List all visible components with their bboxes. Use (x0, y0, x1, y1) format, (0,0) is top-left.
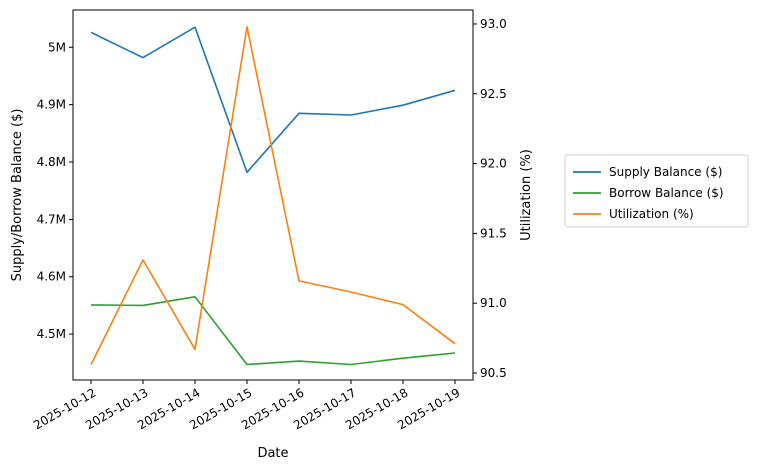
y-tick-label: 5M (48, 40, 66, 54)
y2-tick-label: 92.5 (480, 87, 507, 101)
y-tick-label: 4.7M (37, 212, 66, 226)
y2-tick-label: 90.5 (480, 366, 507, 380)
y-tick-label: 4.6M (37, 270, 66, 284)
y-tick-label: 4.5M (37, 327, 66, 341)
y-tick-label: 4.9M (37, 98, 66, 112)
legend: Supply Balance ($) Borrow Balance ($) Util… (564, 154, 749, 228)
legend-label: Supply Balance ($) (609, 165, 722, 179)
series-line-1 (90, 295, 456, 366)
y2-tick-label: 91.0 (480, 296, 507, 310)
y-axis-label: Supply/Borrow Balance ($) (10, 109, 25, 282)
legend-label: Borrow Balance ($) (609, 186, 724, 200)
series-line-0 (90, 26, 456, 174)
plot-frame (72, 9, 474, 381)
y2-tick-label: 92.0 (480, 157, 507, 171)
y-tick-label: 4.8M (37, 155, 66, 169)
legend-label: Utilization (%) (609, 207, 694, 221)
x-axis-label: Date (257, 446, 288, 461)
legend-box (564, 154, 749, 228)
y2-axis-label: Utilization (%) (519, 149, 534, 241)
series-line-2 (90, 25, 456, 365)
y2-tick-label: 91.5 (480, 226, 507, 240)
y2-tick-label: 93.0 (480, 17, 507, 31)
